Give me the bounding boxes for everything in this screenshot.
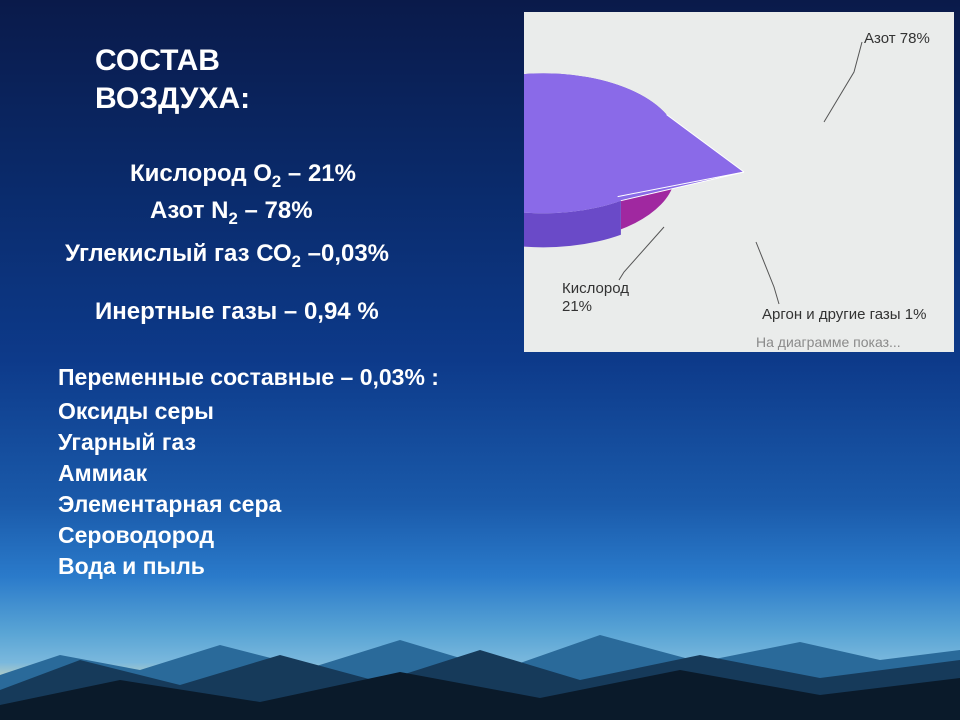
leader-argon [756,242,779,304]
text-line-4: Переменные составные – 0,03% : [58,364,439,391]
text-line-8: Элементарная сера [58,491,281,518]
text-line-5: Оксиды серы [58,398,214,425]
text-line-10: Вода и пыль [58,553,205,580]
text-line-7: Аммиак [58,460,147,487]
chart-footer-faded: На диаграмме показ... [756,334,901,350]
mountain-decoration [0,600,960,720]
text-line-3: Инертные газы – 0,94 % [95,298,379,326]
slide: СОСТАВ ВОЗДУХА: Кислород О2 – 21% Азот N2… [0,0,960,720]
chart-panel: Азот 78% Кислород 21% Аргон и другие газ… [524,12,954,352]
text-line-2: Углекислый газ СО2 –0,03% [65,240,389,272]
text-line-0: Кислород О2 – 21% [130,160,356,192]
text-line-9: Сероводород [58,522,214,549]
text-line-1: Азот N2 – 78% [150,197,313,229]
chart-label-oxygen: Кислород 21% [562,280,629,316]
chart-label-nitrogen: Азот 78% [864,30,930,47]
title-line-2: ВОЗДУХА: [95,80,250,118]
title-line-1: СОСТАВ [95,42,250,80]
slide-title: СОСТАВ ВОЗДУХА: [95,42,250,117]
chart-label-argon: Аргон и другие газы 1% [762,306,926,323]
leader-nitrogen [824,42,862,122]
text-line-6: Угарный газ [58,429,196,456]
pie-slice-Азот [524,73,744,213]
leader-oxygen [619,227,664,280]
